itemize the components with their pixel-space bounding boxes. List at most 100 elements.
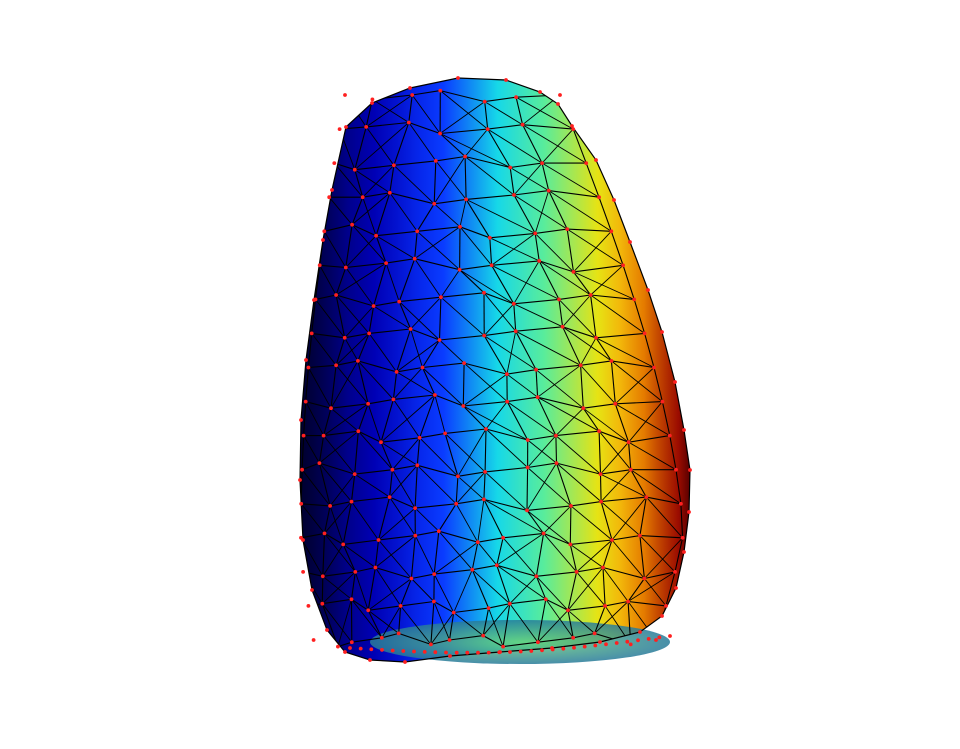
mesh-edge	[398, 301, 412, 330]
mesh-edge	[375, 567, 401, 607]
mesh-edge	[580, 360, 612, 366]
mesh-edge	[489, 232, 536, 239]
mesh-vertex	[501, 535, 505, 540]
mesh-edge	[324, 501, 352, 534]
mesh-edge	[457, 471, 486, 477]
mesh-edge	[534, 233, 540, 261]
mesh-vertex	[320, 601, 325, 606]
mesh-vertex	[518, 649, 523, 654]
mesh-vertex	[406, 120, 411, 125]
mesh-edge	[362, 164, 395, 198]
mesh-vertex	[556, 102, 560, 106]
mesh-vertex	[352, 167, 357, 172]
mesh-edge	[628, 442, 632, 470]
mesh-edge	[344, 337, 359, 362]
mesh-vertex	[546, 188, 551, 193]
mesh-edge	[483, 292, 517, 332]
mesh-vertex	[462, 361, 466, 365]
mesh-vertex	[569, 504, 573, 508]
mesh-vertex	[646, 288, 650, 292]
mesh-edge	[345, 262, 387, 269]
mesh-vertex	[626, 440, 631, 445]
mesh-edge	[573, 632, 595, 639]
mesh-edge	[414, 535, 435, 575]
mesh-edge	[365, 126, 395, 166]
mesh-edge	[601, 496, 647, 503]
mesh-edge	[455, 471, 486, 505]
mesh-edge	[308, 364, 337, 369]
mesh-edge	[367, 610, 383, 639]
mesh-edge	[372, 99, 410, 123]
mesh-vertex	[520, 122, 525, 127]
mesh-vertex	[353, 570, 358, 574]
mesh-vertex	[668, 634, 672, 638]
mesh-edge	[344, 94, 373, 100]
mesh-edge	[433, 203, 461, 228]
mesh-vertex	[482, 497, 486, 502]
mesh-edge	[595, 332, 645, 339]
mesh-vertex	[352, 472, 357, 476]
mesh-edge	[414, 226, 461, 260]
mesh-vertex	[486, 650, 491, 655]
mesh-edge	[536, 575, 569, 611]
mesh-vertex	[461, 404, 466, 408]
mesh-edge	[330, 407, 359, 432]
mesh-edge	[463, 362, 508, 402]
mesh-vertex	[533, 231, 538, 236]
mesh-vertex	[628, 467, 633, 472]
mesh-edge	[539, 260, 574, 273]
surface-shading	[300, 78, 690, 662]
mesh-edge	[509, 598, 546, 605]
mesh-edge	[345, 267, 374, 307]
mesh-edge	[566, 228, 624, 266]
mesh-vertex	[489, 263, 494, 268]
mesh-edge	[419, 437, 459, 477]
mesh-vertex	[540, 648, 544, 653]
mesh-edge	[385, 262, 400, 302]
mesh-vertex	[329, 406, 333, 411]
mesh-edge	[491, 264, 560, 300]
mesh-edge	[535, 576, 547, 600]
mesh-edge	[583, 407, 629, 443]
mesh-edge	[400, 605, 432, 645]
mesh-edge	[567, 605, 606, 611]
mesh-vertex	[306, 604, 311, 608]
mesh-edge	[339, 94, 346, 130]
mesh-vertex	[570, 124, 574, 128]
mesh-edge	[375, 192, 391, 236]
mesh-edge	[430, 639, 450, 645]
mesh-edge	[321, 576, 324, 604]
mesh-edge	[398, 605, 402, 634]
mesh-edge	[573, 264, 624, 273]
mesh-edge	[389, 496, 416, 509]
mesh-vertex	[322, 531, 327, 536]
mesh-edge	[373, 301, 400, 307]
mesh-vertex	[483, 470, 487, 474]
mesh-vertex	[674, 586, 678, 590]
mesh-vertex	[572, 645, 576, 650]
mesh-edge	[515, 330, 581, 366]
mesh-edge	[438, 503, 457, 532]
mesh-vertex	[374, 233, 378, 238]
mesh-vertex	[513, 329, 518, 334]
mesh-edge	[526, 467, 529, 511]
mesh-vertex	[582, 644, 587, 649]
mesh-edge	[368, 605, 401, 611]
mesh-edge	[314, 265, 321, 300]
mesh-vertex	[636, 638, 640, 643]
mesh-edge	[614, 403, 630, 443]
mesh-edge	[396, 366, 423, 373]
mesh-edge	[599, 474, 602, 502]
mesh-vertex	[475, 540, 480, 545]
mesh-edge	[502, 603, 511, 647]
mesh-vertex	[673, 380, 677, 384]
mesh-edge	[555, 462, 572, 507]
mesh-vertex	[603, 604, 607, 608]
mesh-edge	[509, 603, 539, 643]
mesh-edge	[567, 228, 612, 232]
mesh-vertex	[387, 190, 392, 195]
mesh-edge	[354, 126, 367, 170]
mesh-edge	[344, 332, 370, 339]
mesh-edge	[335, 262, 387, 296]
mesh-edge	[416, 464, 457, 505]
